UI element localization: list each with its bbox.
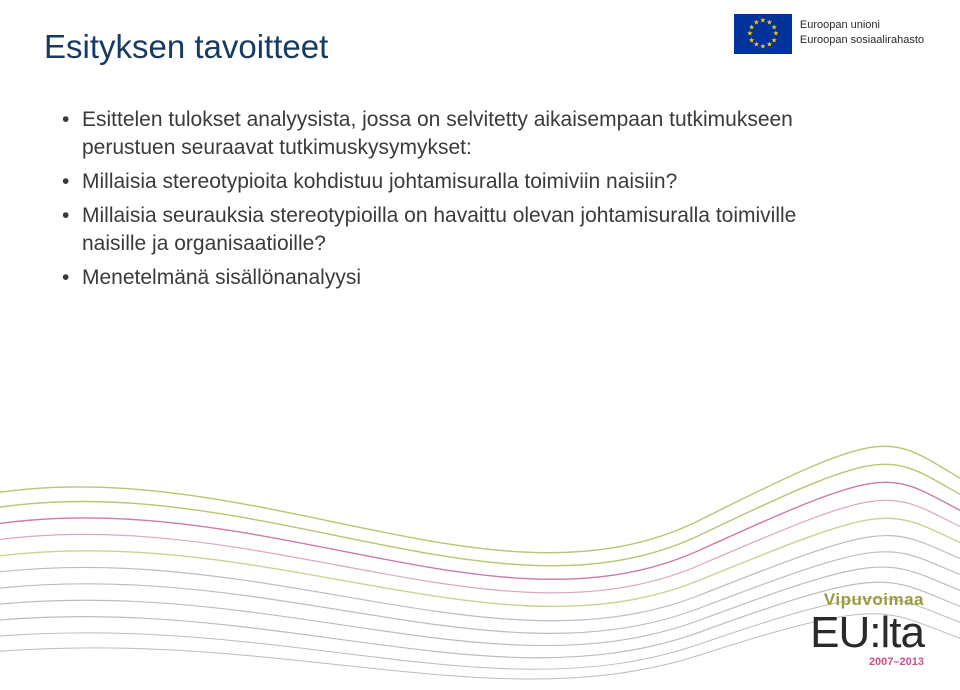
slide: ★★★★★★★★★★★★ Euroopan unioni Euroopan so… <box>0 0 960 690</box>
bullet-item: Millaisia stereotypioita kohdistuu johta… <box>62 168 822 196</box>
eu-text-line2: Euroopan sosiaalirahasto <box>800 33 924 48</box>
eu-text-line1: Euroopan unioni <box>800 18 924 33</box>
eu-flag-icon: ★★★★★★★★★★★★ <box>734 14 792 54</box>
bullet-list: Esittelen tulokset analyysista, jossa on… <box>62 106 822 292</box>
eu-star-icon: ★ <box>753 19 759 26</box>
vipuvoimaa-logo: Vipuvoimaa EU:lta 2007–2013 <box>810 590 924 668</box>
eu-star-icon: ★ <box>766 42 772 49</box>
eu-star-icon: ★ <box>747 31 753 38</box>
eu-star-icon: ★ <box>760 18 766 25</box>
logo-line2: EU:lta <box>810 610 924 656</box>
logo-line1: Vipuvoimaa <box>810 590 924 610</box>
page-title: Esityksen tavoitteet <box>44 28 328 66</box>
bullet-item: Esittelen tulokset analyysista, jossa on… <box>62 106 822 162</box>
logo-years: 2007–2013 <box>810 656 924 668</box>
eu-logo-text: Euroopan unioni Euroopan sosiaalirahasto <box>800 18 924 48</box>
eu-star-icon: ★ <box>748 37 754 44</box>
bullet-item: Millaisia seurauksia stereotypioilla on … <box>62 202 822 258</box>
content-area: Esittelen tulokset analyysista, jossa on… <box>62 106 822 298</box>
bullet-item: Menetelmänä sisällönanalyysi <box>62 264 822 292</box>
eu-logo: ★★★★★★★★★★★★ Euroopan unioni Euroopan so… <box>734 14 924 54</box>
eu-star-icon: ★ <box>760 44 766 51</box>
